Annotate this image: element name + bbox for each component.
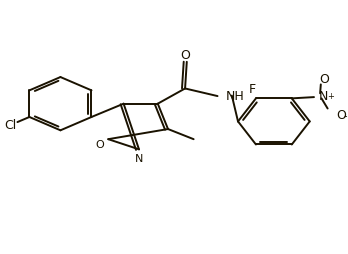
- Text: N: N: [319, 90, 329, 103]
- Text: N: N: [135, 154, 143, 164]
- Text: F: F: [249, 82, 256, 95]
- Text: -: -: [344, 111, 347, 121]
- Text: O: O: [180, 49, 190, 62]
- Text: O: O: [319, 72, 329, 85]
- Text: O: O: [95, 140, 104, 150]
- Text: Cl: Cl: [5, 119, 17, 132]
- Text: O: O: [336, 109, 346, 122]
- Text: NH: NH: [226, 89, 245, 102]
- Text: +: +: [327, 91, 334, 100]
